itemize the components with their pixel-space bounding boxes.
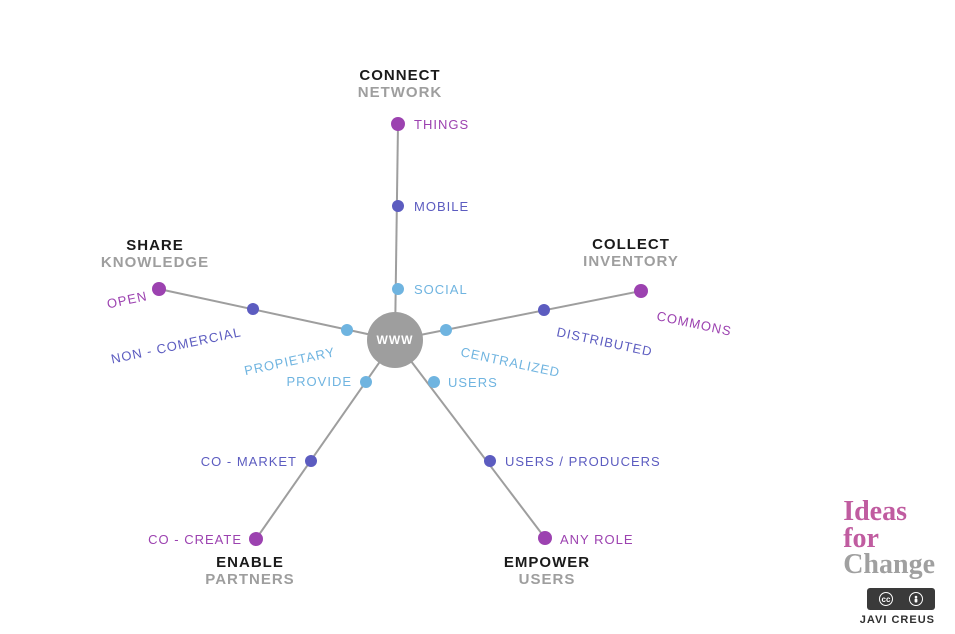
brand-line-1: Ideas	[843, 499, 935, 526]
by-icon	[909, 592, 923, 606]
heading-secondary-enable: PARTNERS	[205, 571, 294, 588]
node-label-collect-2: COMMONS	[655, 308, 733, 339]
node-label-enable-1: CO - MARKET	[201, 454, 297, 469]
node-enable-1	[305, 455, 317, 467]
heading-secondary-empower: USERS	[519, 571, 576, 588]
node-empower-0	[428, 376, 440, 388]
branch-line-share	[159, 289, 395, 340]
node-label-connect-2: THINGS	[414, 117, 469, 132]
node-label-connect-0: SOCIAL	[414, 282, 468, 297]
node-collect-0	[440, 324, 452, 336]
node-label-empower-0: USERS	[448, 375, 498, 390]
cc-icon: cc	[879, 592, 893, 606]
cc-license-badge: cc	[867, 588, 935, 610]
brand-line-2: for	[843, 526, 935, 553]
heading-primary-connect: CONNECT	[359, 67, 440, 84]
node-label-empower-2: ANY ROLE	[560, 532, 634, 547]
node-connect-0	[392, 283, 404, 295]
node-share-2	[152, 282, 166, 296]
node-collect-1	[538, 304, 550, 316]
brand-block: Ideas for Change	[843, 499, 935, 579]
node-label-connect-1: MOBILE	[414, 199, 469, 214]
attribution: JAVI CREUS	[860, 614, 935, 626]
node-connect-1	[392, 200, 404, 212]
heading-secondary-collect: INVENTORY	[583, 253, 679, 270]
node-enable-0	[360, 376, 372, 388]
node-collect-2	[634, 284, 648, 298]
node-label-enable-2: CO - CREATE	[148, 532, 242, 547]
branch-line-collect	[395, 291, 641, 340]
node-empower-2	[538, 531, 552, 545]
branch-line-connect	[395, 124, 398, 340]
heading-secondary-connect: NETWORK	[358, 84, 443, 101]
heading-secondary-share: KNOWLEDGE	[101, 254, 209, 271]
node-label-share-2: OPEN	[106, 288, 149, 311]
brand-line-3: Change	[843, 552, 935, 579]
heading-primary-collect: COLLECT	[592, 236, 670, 253]
heading-primary-share: SHARE	[126, 237, 184, 254]
node-enable-2	[249, 532, 263, 546]
node-label-empower-1: USERS / PRODUCERS	[505, 454, 661, 469]
node-connect-2	[391, 117, 405, 131]
node-share-0	[341, 324, 353, 336]
heading-primary-enable: ENABLE	[216, 554, 284, 571]
pentalogy-diagram: WWW CONNECTNETWORK SOCIAL MOBILE THINGS COLLE…	[0, 0, 955, 634]
node-label-collect-1: DISTRIBUTED	[555, 324, 654, 359]
node-empower-1	[484, 455, 496, 467]
heading-primary-empower: EMPOWER	[504, 554, 590, 571]
node-label-enable-0: PROVIDE	[286, 374, 352, 389]
node-label-share-1: NON - COMERCIAL	[110, 324, 243, 366]
node-share-1	[247, 303, 259, 315]
center-hub-label: WWW	[377, 333, 414, 347]
